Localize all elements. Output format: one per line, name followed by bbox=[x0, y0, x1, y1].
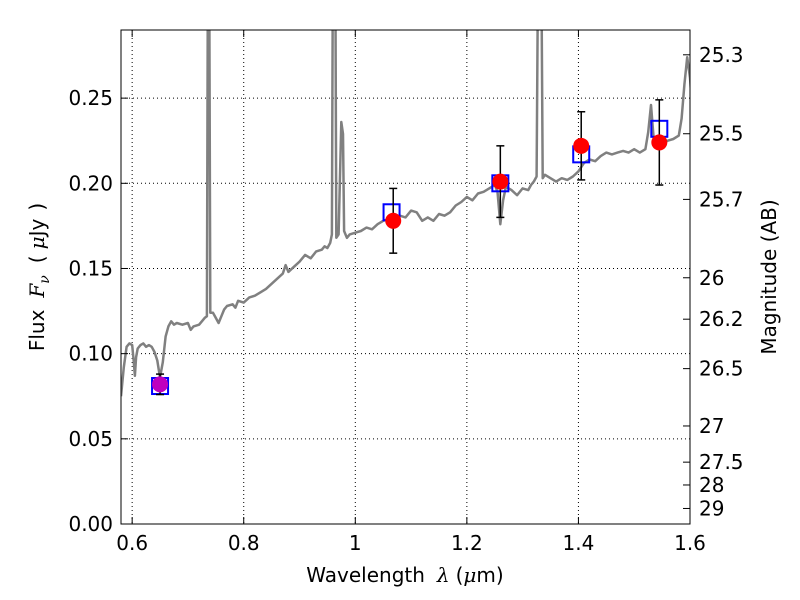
x-tick-label: 1.2 bbox=[451, 531, 483, 555]
y-tick-label: 0.20 bbox=[68, 171, 113, 195]
observed-point-marker bbox=[152, 376, 169, 393]
y-tick-label: 0.25 bbox=[68, 86, 113, 110]
y2-tick-label: 26 bbox=[699, 266, 724, 290]
y-tick-label: 0.05 bbox=[68, 427, 113, 451]
y2-tick-label: 25.5 bbox=[699, 122, 744, 146]
y2-tick-label: 25.7 bbox=[699, 187, 744, 211]
x-tick-label: 1.4 bbox=[563, 531, 595, 555]
y2-tick-label: 29 bbox=[699, 496, 724, 520]
observed-point-marker bbox=[385, 212, 402, 229]
observed-points-layer bbox=[152, 99, 668, 396]
plot-frame bbox=[120, 29, 691, 525]
y2-tick-label: 25.3 bbox=[699, 43, 744, 67]
y2-tick-label: 28 bbox=[699, 473, 724, 497]
observed-point-marker bbox=[651, 134, 668, 151]
y-tick-label: 0.00 bbox=[68, 512, 113, 536]
x-axis: 0.6 0.8 1 1.2 1.4 1.6 bbox=[116, 30, 706, 555]
grid-lines bbox=[121, 30, 690, 524]
x-tick-label: 1 bbox=[349, 531, 362, 555]
y-axis-label: FluxFν(μJy) bbox=[25, 203, 53, 351]
x-tick-label: 0.8 bbox=[228, 531, 260, 555]
x-tick-label: 1.6 bbox=[674, 531, 706, 555]
observed-point-marker bbox=[573, 137, 590, 154]
y2-tick-label: 26.2 bbox=[699, 307, 744, 331]
x-axis-label: Wavelength λ (μm) bbox=[306, 563, 503, 587]
y2-tick-label: 27.5 bbox=[699, 450, 744, 474]
y-axis: 0.00 0.05 0.10 0.15 0.20 0.25 bbox=[68, 86, 128, 536]
x-tick-label: 0.6 bbox=[116, 531, 148, 555]
plot-background bbox=[121, 30, 690, 524]
y2-tick-label: 26.5 bbox=[699, 357, 744, 381]
y2-tick-label: 27 bbox=[699, 414, 724, 438]
y2-axis-label: Magnitude (AB) bbox=[757, 199, 781, 354]
y-tick-label: 0.10 bbox=[68, 342, 113, 366]
observed-point-marker bbox=[492, 173, 509, 190]
y-tick-label: 0.15 bbox=[68, 256, 113, 280]
